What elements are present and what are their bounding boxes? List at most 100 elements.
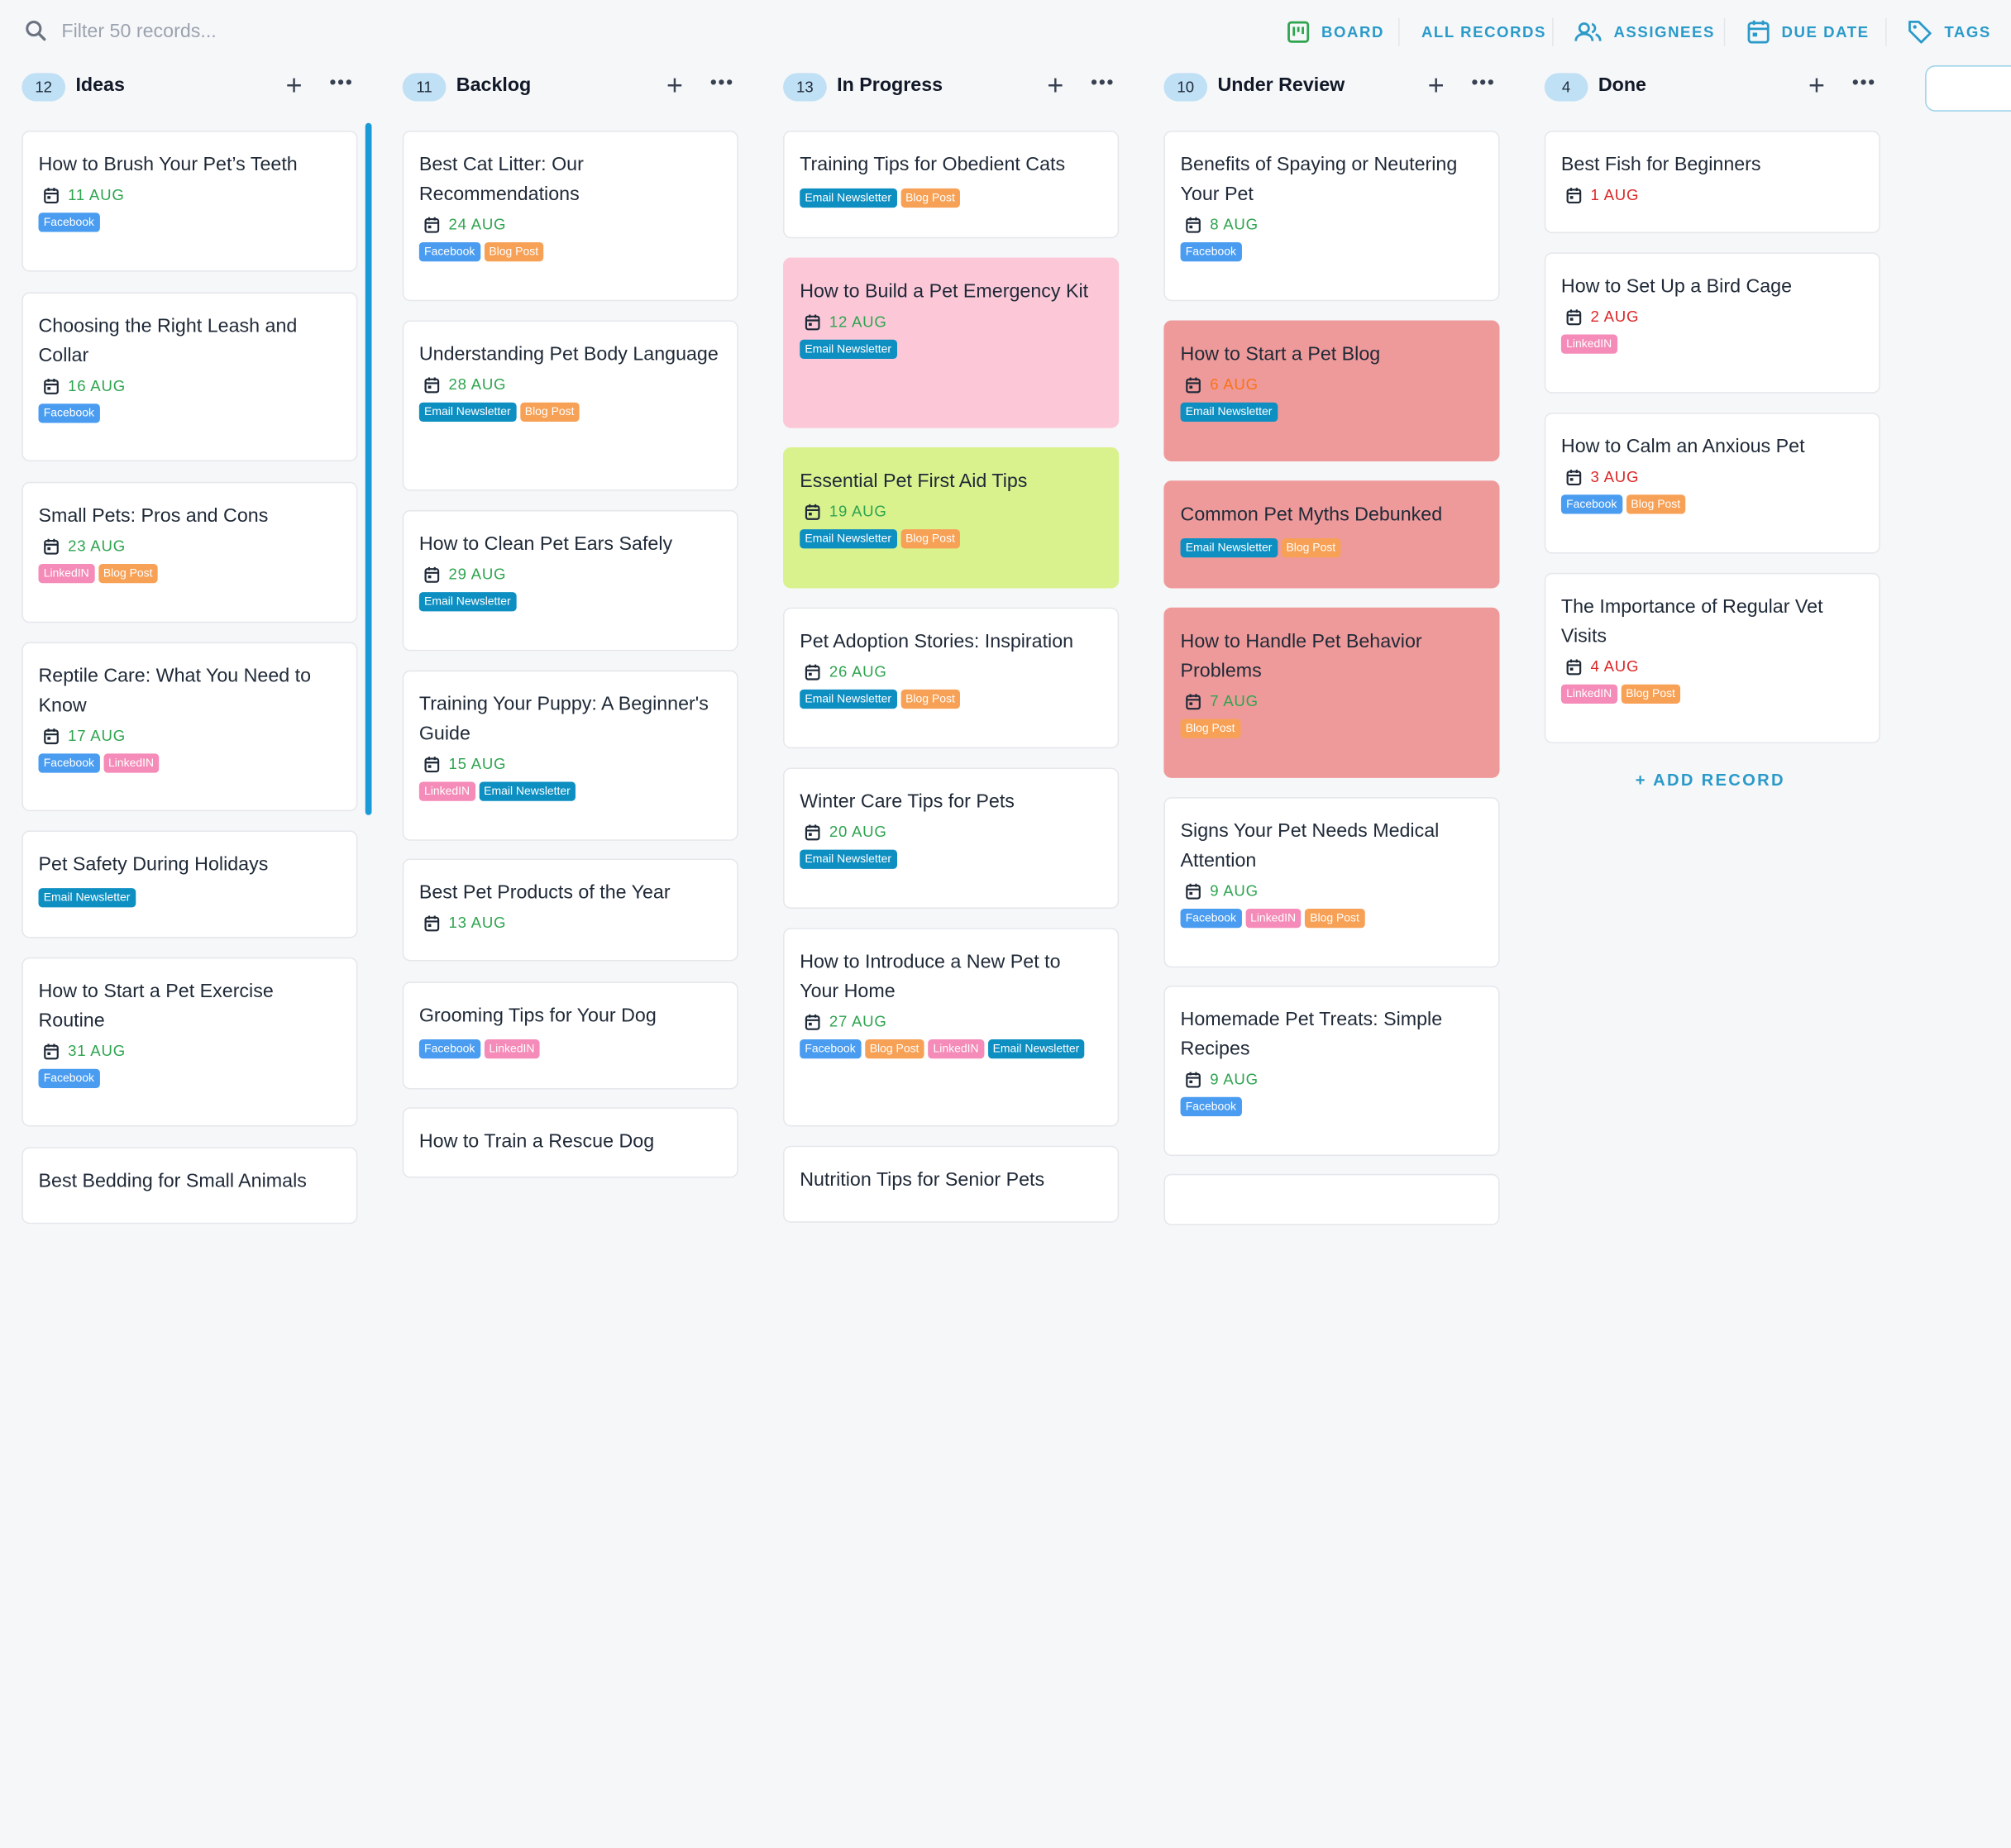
record-card[interactable]: How to Build a Pet Emergency Kit 12 AUG Em… — [783, 257, 1120, 428]
add-record-button[interactable]: + ADD RECORD — [1635, 770, 1785, 790]
record-card[interactable]: Best Bedding for Small Animals — [21, 1147, 358, 1225]
facebook-tag[interactable]: Facebook — [38, 404, 100, 423]
linkedin-tag[interactable]: LinkedIN — [103, 753, 160, 773]
more-options-icon[interactable]: ••• — [329, 71, 354, 94]
tags-button[interactable]: TAGS — [1907, 16, 1990, 49]
blog-post-tag[interactable]: Blog Post — [900, 188, 961, 208]
blog-post-tag[interactable]: Blog Post — [864, 1039, 924, 1059]
email-newsletter-tag[interactable]: Email Newsletter — [800, 339, 897, 359]
record-card[interactable]: How to Start a Pet Blog 6 AUG Email Newsle… — [1163, 320, 1500, 461]
email-newsletter-tag[interactable]: Email Newsletter — [418, 402, 516, 422]
record-card[interactable]: The Importance of Regular Vet Visits 4 AU… — [1544, 572, 1880, 743]
record-card[interactable] — [1163, 1173, 1500, 1225]
linkedin-tag[interactable]: LinkedIN — [38, 564, 94, 584]
record-card[interactable]: Common Pet Myths Debunked Email Newslette… — [1163, 480, 1500, 589]
linkedin-tag[interactable]: LinkedIN — [1244, 908, 1302, 929]
record-card[interactable]: Benefits of Spaying or Neutering Your Pe… — [1163, 131, 1500, 302]
email-newsletter-tag[interactable]: Email Newsletter — [1180, 538, 1278, 558]
blog-post-tag[interactable]: Blog Post — [900, 529, 961, 549]
record-card[interactable]: Best Fish for Beginners 1 AUG — [1544, 131, 1880, 234]
record-card[interactable]: How to Train a Rescue Dog — [402, 1107, 738, 1178]
more-options-icon[interactable]: ••• — [1091, 71, 1115, 94]
email-newsletter-tag[interactable]: Email Newsletter — [38, 888, 136, 908]
facebook-tag[interactable]: Facebook — [1180, 908, 1242, 929]
record-card[interactable]: How to Clean Pet Ears Safely 29 AUG Email … — [402, 509, 738, 652]
due-date-button[interactable]: DUE DATE — [1747, 16, 1870, 49]
email-newsletter-tag[interactable]: Email Newsletter — [1180, 402, 1278, 422]
blog-post-tag[interactable]: Blog Post — [1626, 494, 1686, 514]
facebook-tag[interactable]: Facebook — [1560, 494, 1622, 514]
record-card[interactable]: Homemade Pet Treats: Simple Recipes 9 AUG… — [1163, 985, 1500, 1157]
board-view-button[interactable]: BOARD — [1287, 16, 1384, 49]
add-column-button[interactable] — [1925, 65, 2011, 112]
facebook-tag[interactable]: Facebook — [418, 241, 480, 262]
record-card[interactable]: Best Pet Products of the Year 13 AUG — [402, 858, 738, 962]
record-card[interactable]: Signs Your Pet Needs Medical Attention 9 … — [1163, 797, 1500, 968]
email-newsletter-tag[interactable]: Email Newsletter — [987, 1039, 1085, 1059]
blog-post-tag[interactable]: Blog Post — [1621, 684, 1681, 704]
record-card[interactable]: Winter Care Tips for Pets 20 AUG Email New… — [783, 767, 1120, 909]
record-card[interactable]: How to Introduce a New Pet to Your Home 2… — [783, 928, 1120, 1127]
email-newsletter-tag[interactable]: Email Newsletter — [418, 592, 516, 612]
record-card[interactable]: Training Tips for Obedient Cats Email New… — [783, 131, 1120, 239]
facebook-tag[interactable]: Facebook — [1180, 241, 1242, 262]
email-newsletter-tag[interactable]: Email Newsletter — [800, 849, 897, 869]
blog-post-tag[interactable]: Blog Post — [1281, 538, 1341, 558]
linkedin-tag[interactable]: LinkedIN — [1560, 684, 1617, 704]
record-card[interactable]: Essential Pet First Aid Tips 19 AUG Email … — [783, 446, 1120, 589]
blog-post-tag[interactable]: Blog Post — [484, 241, 544, 262]
search-field[interactable]: Filter 50 records... — [23, 18, 217, 44]
record-card[interactable]: How to Set Up a Bird Cage 2 AUG LinkedIN — [1544, 252, 1880, 394]
facebook-tag[interactable]: Facebook — [1180, 1096, 1242, 1117]
facebook-tag[interactable]: Facebook — [38, 753, 100, 773]
record-card[interactable]: How to Brush Your Pet’s Teeth 11 AUG Faceb… — [21, 131, 358, 272]
record-card[interactable]: Grooming Tips for Your Dog Facebook Linked… — [402, 981, 738, 1090]
blog-post-tag[interactable]: Blog Post — [98, 564, 158, 584]
linkedin-tag[interactable]: LinkedIN — [1560, 334, 1617, 354]
calendar-icon — [424, 566, 440, 583]
assignees-button[interactable]: ASSIGNEES — [1574, 16, 1715, 49]
board-label: BOARD — [1321, 22, 1384, 41]
add-card-icon[interactable]: + — [1047, 69, 1064, 102]
facebook-tag[interactable]: Facebook — [38, 1068, 100, 1088]
email-newsletter-tag[interactable]: Email Newsletter — [478, 781, 576, 801]
more-options-icon[interactable]: ••• — [709, 71, 734, 94]
facebook-tag[interactable]: Facebook — [418, 1039, 480, 1059]
email-newsletter-tag[interactable]: Email Newsletter — [800, 188, 897, 208]
calendar-icon — [1186, 376, 1201, 393]
record-card[interactable]: How to Handle Pet Behavior Problems 7 AUG… — [1163, 607, 1500, 778]
more-options-icon[interactable]: ••• — [1851, 71, 1876, 94]
record-card[interactable]: Best Cat Litter: Our Recommendations 24 A… — [402, 131, 738, 302]
ideas-column-scrollbar[interactable] — [365, 122, 372, 815]
facebook-tag[interactable]: Facebook — [38, 212, 100, 232]
record-card[interactable]: Choosing the Right Leash and Collar 16 AU… — [21, 292, 358, 461]
blog-post-tag[interactable]: Blog Post — [519, 402, 580, 422]
card-title: Training Your Puppy: A Beginner's Guide — [418, 693, 709, 745]
add-card-icon[interactable]: + — [285, 69, 303, 102]
record-card[interactable]: How to Start a Pet Exercise Routine 31 AU… — [21, 957, 358, 1127]
record-card[interactable]: Pet Safety During Holidays Email Newslett… — [21, 830, 358, 938]
blog-post-tag[interactable]: Blog Post — [1304, 908, 1365, 929]
linkedin-tag[interactable]: LinkedIN — [484, 1039, 540, 1059]
add-card-icon[interactable]: + — [1427, 69, 1445, 102]
record-card[interactable]: Nutrition Tips for Senior Pets — [783, 1145, 1120, 1223]
all-records-button[interactable]: ALL RECORDS — [1421, 16, 1546, 49]
record-card[interactable]: How to Calm an Anxious Pet 3 AUG Facebook B… — [1544, 413, 1880, 554]
add-card-icon[interactable]: + — [666, 69, 683, 102]
add-card-icon[interactable]: + — [1808, 69, 1825, 102]
record-card[interactable]: Understanding Pet Body Language 28 AUG Ema… — [402, 320, 738, 491]
due-date: 31 AUG — [44, 1042, 342, 1060]
facebook-tag[interactable]: Facebook — [800, 1039, 861, 1059]
record-card[interactable]: Training Your Puppy: A Beginner's Guide 1… — [402, 670, 738, 841]
record-card[interactable]: Small Pets: Pros and Cons 23 AUG LinkedIN B… — [21, 481, 358, 623]
record-card[interactable]: Pet Adoption Stories: Inspiration 26 AUG E… — [783, 607, 1120, 749]
linkedin-tag[interactable]: LinkedIN — [418, 781, 475, 801]
record-card[interactable]: Reptile Care: What You Need to Know 17 AU… — [21, 642, 358, 812]
more-options-icon[interactable]: ••• — [1471, 71, 1496, 94]
linkedin-tag[interactable]: LinkedIN — [928, 1039, 984, 1059]
email-newsletter-tag[interactable]: Email Newsletter — [800, 689, 897, 709]
blog-post-tag[interactable]: Blog Post — [900, 689, 961, 709]
blog-post-tag[interactable]: Blog Post — [1180, 719, 1240, 738]
calendar-icon — [1186, 693, 1201, 709]
email-newsletter-tag[interactable]: Email Newsletter — [800, 529, 897, 549]
